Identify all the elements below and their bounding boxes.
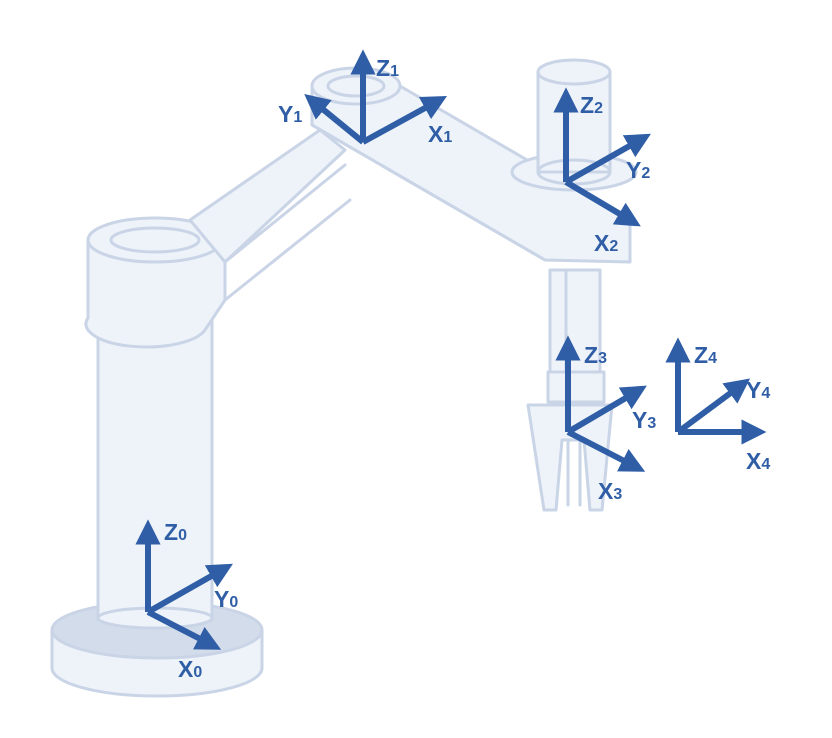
frame-4-y-label: Y4 bbox=[746, 377, 770, 403]
robot-illustration bbox=[50, 58, 638, 698]
frame-3-y-label: Y3 bbox=[632, 407, 656, 433]
frame-4: Z4 Y4 X4 bbox=[665, 337, 770, 474]
robot-shaft bbox=[548, 268, 602, 382]
frame-3-x-label: X3 bbox=[598, 478, 622, 504]
frame-2-y-axis bbox=[564, 133, 651, 185]
frame-0-x-label: X0 bbox=[178, 656, 202, 682]
frame-1-x-axis bbox=[361, 95, 448, 145]
coordinate-frames: Z0 Y0 X0 Z1 Y1 X1 Z2 Y2 X2 Z3 bbox=[135, 49, 770, 682]
frame-0-y-label: Y0 bbox=[214, 586, 238, 612]
frame-1-z-label: Z1 bbox=[376, 55, 399, 81]
robot-joint-2-cylinder bbox=[536, 58, 612, 186]
robot-shoulder-housing bbox=[84, 216, 227, 349]
frame-3-x-axis bbox=[566, 429, 646, 472]
frame-2-y-label: Y2 bbox=[626, 157, 650, 183]
frame-4-z-label: Z4 bbox=[694, 342, 717, 368]
frame-2-x-axis bbox=[564, 179, 641, 227]
frame-3-z-label: Z3 bbox=[584, 342, 607, 368]
frame-2-x-label: X2 bbox=[594, 230, 618, 256]
robot-link-1 bbox=[188, 128, 352, 302]
frame-4-x-label: X4 bbox=[746, 448, 770, 474]
frame-1: Z1 Y1 X1 bbox=[278, 49, 452, 147]
frame-3-y-axis bbox=[566, 385, 647, 435]
robot-column bbox=[96, 298, 214, 630]
frame-0-z-label: Z0 bbox=[164, 519, 187, 545]
frame-2-z-label: Z2 bbox=[580, 92, 603, 118]
frame-1-y-label: Y1 bbox=[278, 101, 302, 127]
frame-2: Z2 Y2 X2 bbox=[553, 87, 651, 256]
frame-0-y-axis bbox=[146, 563, 233, 615]
frame-0: Z0 Y0 X0 bbox=[135, 519, 238, 682]
frame-1-x-label: X1 bbox=[428, 121, 452, 147]
frame-3: Z3 Y3 X3 bbox=[555, 335, 656, 504]
frame-4-y-axis bbox=[676, 378, 751, 435]
frame-1-y-axis bbox=[304, 94, 365, 145]
robot-gripper bbox=[526, 370, 614, 512]
frame-0-x-axis bbox=[146, 609, 222, 650]
